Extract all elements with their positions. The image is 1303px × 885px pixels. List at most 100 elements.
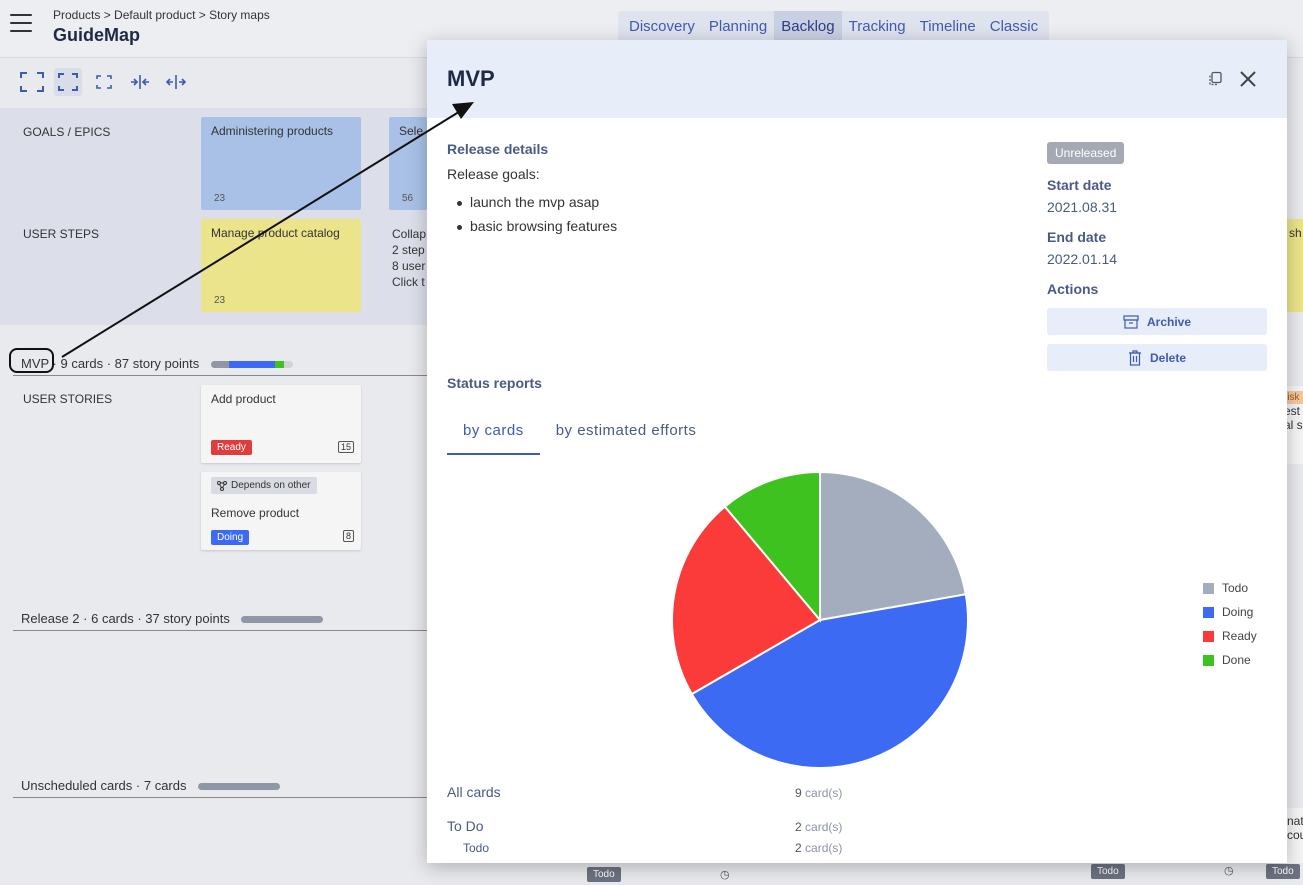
goal-card[interactable]: Sele 56 [389,117,427,210]
start-date-value[interactable]: 2021.08.31 [1047,199,1118,215]
card-title: Remove product [211,506,300,520]
story-card[interactable]: risk est al s [1287,386,1303,464]
collapsed-column-info[interactable]: Collap 2 step 8 user Click t [392,227,427,289]
expand-columns-icon[interactable] [162,68,190,96]
pie-slice-todo[interactable] [819,470,967,622]
tab-backlog[interactable]: Backlog [774,11,842,43]
lane-label-steps: USER STEPS [23,227,100,241]
status-badge: Doing [211,530,250,545]
pie-slice-ready[interactable] [671,505,822,696]
status-badge: Todo [587,867,621,882]
page-title: GuideMap [53,25,141,45]
pie-slice-doing[interactable] [690,593,969,769]
trash-icon [1128,349,1141,366]
stat-row-todo-group: To Do 2 card(s) [447,818,843,834]
status-badge: Ready [211,440,252,455]
legend-item[interactable]: Todo [1203,576,1257,600]
status-pie-chart [671,470,969,769]
legend-item[interactable]: Doing [1203,600,1257,624]
tab-timeline[interactable]: Timeline [919,18,976,35]
zoom-toolbar [18,68,190,96]
tab-by-cards[interactable]: by cards [447,410,540,455]
modal-header: MVP [427,40,1287,118]
card-title: Add product [211,392,276,406]
release-name: Unscheduled cards [21,778,133,793]
legend-swatch [1203,630,1214,642]
list-item: launch the mvp asap [457,194,617,210]
release-info: · 9 cards · 87 story points [48,356,200,371]
dependency-chip[interactable]: Depends on other [211,477,317,494]
delete-button[interactable]: Delete [1047,344,1267,371]
card-count: 56 [402,193,414,204]
release-details-title: Release details [447,141,549,157]
tab-tracking[interactable]: Tracking [848,18,906,35]
estimate-badge: 15 [337,441,354,453]
expand-small-icon[interactable] [90,68,118,96]
release-goals-label: Release goals: [447,166,540,182]
card-title: Administering products [211,124,334,138]
card-title: Sele [399,124,424,138]
release-modal: MVP Release details Release goals: launc… [427,40,1287,863]
view-tabs: Discovery Planning Backlog Tracking Time… [618,11,1050,43]
status-badge: Unreleased [1047,142,1125,164]
release-row-2[interactable]: Release 2 · 6 cards · 37 story points [13,611,427,631]
chart-legend: Todo Doing Ready Done [1203,576,1257,672]
annotation-circle [9,348,54,373]
tab-planning[interactable]: Planning [708,18,768,35]
card-count: 23 [214,193,226,204]
collapse-columns-icon[interactable] [126,68,154,96]
release-progress-bar [198,783,281,791]
close-icon[interactable] [1236,67,1260,91]
release-goals-list: launch the mvp asap basic browsing featu… [457,194,617,242]
breadcrumb[interactable]: Products > Default product > Story maps [53,8,270,22]
story-card[interactable]: Add product Ready 15 [201,385,361,463]
expand-large-icon[interactable] [18,68,46,96]
release-progress-bar [210,361,293,369]
card-title: Manage product catalog [211,226,340,240]
release-name: Release 2 [21,611,80,626]
top-bar: Products > Default product > Story maps … [0,0,1303,58]
step-card[interactable]: e sh [1287,219,1303,312]
menu-icon[interactable] [10,14,32,34]
release-name: MVP [21,356,49,371]
story-card[interactable]: Depends on other Remove product Doing 8 [201,472,361,550]
lane-label-goals: GOALS / EPICS [23,125,111,139]
tab-discovery[interactable]: Discovery [629,18,695,35]
goal-card[interactable]: Administering products 23 [201,117,361,210]
archive-icon [1123,314,1139,329]
release-info: · 7 cards [132,778,187,793]
tab-by-estimated-efforts[interactable]: by estimated efforts [555,422,697,439]
card-count: 23 [214,295,226,306]
legend-swatch [1203,654,1214,666]
legend-item[interactable]: Done [1203,648,1257,672]
stat-row-all: All cards 9 card(s) [447,784,843,800]
modal-title: MVP [447,66,495,91]
release-progress-bar [241,616,324,624]
legend-swatch [1203,606,1214,618]
estimate-badge: 8 [342,530,354,542]
release-row-unscheduled[interactable]: Unscheduled cards · 7 cards [13,778,427,798]
end-date-value[interactable]: 2022.01.14 [1047,251,1118,267]
release-info: · 6 cards · 37 story points [79,611,230,626]
dependency-icon [217,480,227,491]
clock-icon: ◷ [1224,865,1234,877]
end-date-label: End date [1047,229,1107,245]
lane-label-stories: USER STORIES [23,392,113,406]
release-row-mvp[interactable]: MVP · 9 cards · 87 story points [13,356,427,376]
story-card[interactable]: nat cou [1287,808,1303,863]
start-date-label: Start date [1047,177,1112,193]
copy-icon[interactable] [1203,67,1227,91]
status-reports-title: Status reports [447,375,542,391]
tab-classic[interactable]: Classic [989,18,1039,35]
legend-swatch [1203,582,1214,594]
legend-item[interactable]: Ready [1203,624,1257,648]
actions-label: Actions [1047,281,1099,297]
list-item: basic browsing features [457,218,617,234]
archive-button[interactable]: Archive [1047,308,1267,335]
status-badge: Todo [1266,864,1300,879]
expand-medium-icon[interactable] [54,68,82,96]
step-card[interactable]: Manage product catalog 23 [201,219,361,312]
status-badge: Todo [1091,864,1125,879]
clock-icon: ◷ [720,869,730,881]
pie-slice-done[interactable] [723,470,821,623]
